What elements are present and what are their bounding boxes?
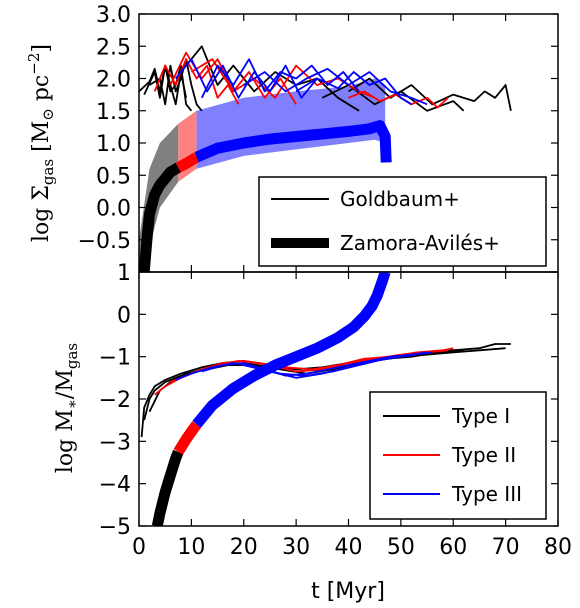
bottom-legend: Type I Type II Type III (369, 391, 547, 520)
bottom-zamora-segment-1 (173, 421, 202, 455)
bottom-goldbaum-line-7 (243, 353, 417, 379)
top-ytick-label-2: 2.0 (96, 68, 131, 93)
top-ytick-label-5: 0.5 (96, 164, 131, 189)
bottom-ytick-label-3: −3 (99, 430, 131, 455)
bottom-goldbaum-line-4 (170, 349, 449, 383)
top-ytick-label-1: 2.5 (96, 35, 131, 60)
top-goldbaum-line-12 (243, 67, 428, 106)
top-goldbaum-lines (139, 45, 512, 112)
xtick-label-3: 30 (282, 535, 310, 560)
top-goldbaum-line-6 (153, 58, 240, 105)
legend-zamora-label: Zamora-Avilés+ (340, 231, 500, 255)
xtick-label-5: 50 (387, 535, 415, 560)
top-ytick-label-7: −0.5 (78, 229, 131, 254)
bottom-goldbaum-lines (140, 343, 511, 438)
bottom-y-axis-label: log M∗/Mgas (53, 343, 81, 473)
bottom-goldbaum-line-6 (201, 351, 428, 377)
top-legend-box (258, 176, 547, 267)
xtick-label-2: 20 (230, 535, 258, 560)
top-goldbaum-line-4 (348, 77, 512, 111)
bottom-ytick-label-4: −4 (99, 473, 131, 498)
top-ytick-label-8: 1 (117, 261, 131, 286)
legend-type2-label: Type II (451, 443, 516, 467)
xtick-label-7: 70 (492, 535, 520, 560)
top-goldbaum-line-2 (149, 58, 203, 112)
top-legend: Goldbaum+ Zamora-Avilés+ (258, 176, 547, 267)
bottom-ytick-label-2: −2 (99, 388, 131, 413)
bottom-ticks: 0−1−2−3−4−50 10 20 30 40 50 60 70 80 (99, 272, 572, 560)
top-zamora-segment-2 (194, 120, 392, 163)
xtick-label-6: 60 (439, 535, 467, 560)
top-goldbaum-line-10 (175, 58, 318, 99)
bottom-zamora-aviles-track (151, 272, 391, 526)
xtick-label-1: 10 (177, 535, 205, 560)
top-ticks: 3.0 2.5 2.0 1.5 1.0 0.5 0.0 −0.5 1 (78, 3, 558, 286)
top-panel: 3.0 2.5 2.0 1.5 1.0 0.5 0.0 −0.5 1 log Σgas [M⊙ … (25, 3, 559, 286)
top-zamora-aviles-track (139, 120, 392, 272)
bottom-panel: 0−1−2−3−4−50 10 20 30 40 50 60 70 80 log M∗/Mgas… (53, 271, 572, 604)
top-ytick-label-6: 0.0 (96, 197, 131, 222)
top-goldbaum-line-11 (200, 58, 360, 99)
legend-type3-label: Type III (451, 482, 522, 506)
top-goldbaum-line-13 (295, 71, 412, 106)
xtick-label-0: 0 (132, 535, 146, 560)
bottom-zamora-segment-0 (151, 449, 184, 526)
legend-type1-label: Type I (451, 404, 510, 428)
top-zamora-segment-1 (175, 152, 200, 173)
xtick-label-4: 40 (335, 535, 363, 560)
top-ytick-label-3: 1.5 (96, 100, 131, 125)
top-zamora-segment-0 (139, 162, 182, 272)
bottom-ytick-label-0: 0 (117, 303, 131, 328)
legend-goldbaum-label: Goldbaum+ (340, 187, 460, 211)
top-y-axis-label: log Σgas [M⊙ pc−2] (25, 44, 57, 242)
top-goldbaum-line-3 (185, 45, 360, 112)
bottom-zamora-segment-2 (192, 272, 391, 428)
top-ytick-label-0: 3.0 (96, 3, 131, 28)
bottom-ytick-label-5: −5 (99, 515, 131, 540)
top-ytick-label-4: 1.0 (96, 132, 131, 157)
x-axis-label: t [Myr] (311, 579, 385, 604)
bottom-ytick-label-1: −1 (99, 346, 131, 371)
xtick-label-8: 80 (544, 535, 572, 560)
